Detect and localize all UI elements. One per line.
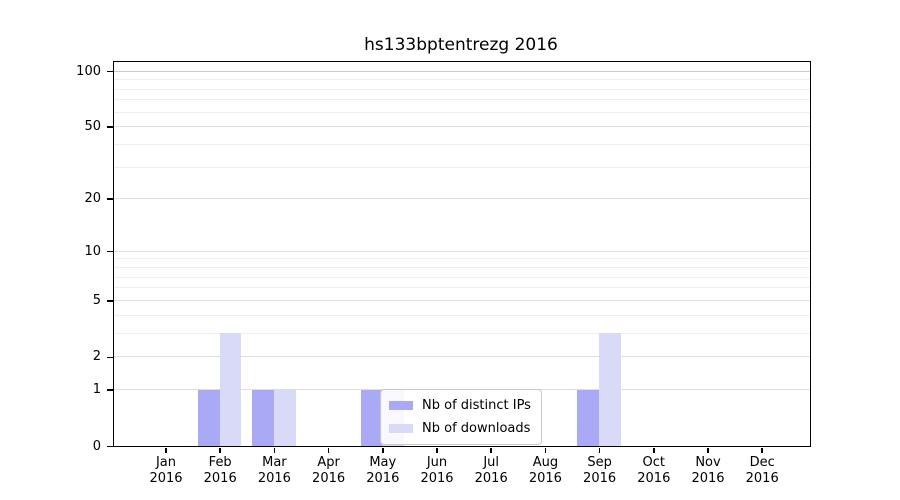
bar-distinct-ips-may [360, 389, 383, 446]
gridline-y-8 [114, 267, 810, 269]
gridline-y-7 [114, 276, 810, 278]
x-tick-label-feb: Feb 2016 [203, 455, 237, 486]
gridline-y-70 [114, 99, 810, 101]
legend-item-distinct-ips: Nb of distinct IPs [389, 396, 531, 415]
bar-downloads-sep [599, 333, 621, 446]
x-tick-sep [598, 448, 601, 453]
y-tick-label-2: 2 [92, 349, 101, 365]
gridline-y-90 [114, 79, 810, 81]
x-tick-label-oct: Oct 2016 [637, 455, 671, 486]
x-tick-label-nov: Nov 2016 [691, 455, 725, 486]
bar-downloads-mar [273, 389, 296, 446]
legend-swatch-downloads-icon [389, 424, 413, 433]
gridline-y-3 [114, 332, 810, 334]
plot-area: Nb of distinct IPs Nb of downloads [113, 61, 811, 447]
y-tick-label-1: 1 [92, 382, 101, 398]
gridline-y-100 [114, 70, 810, 72]
gridline-y-20 [114, 198, 810, 200]
x-tick-label-jun: Jun 2016 [420, 455, 454, 486]
x-tick-jun [436, 448, 438, 453]
gridline-y-60 [114, 111, 810, 113]
gridline-y-4 [114, 314, 810, 316]
y-tick-0 [107, 445, 113, 448]
x-tick-label-dec: Dec 2016 [745, 455, 779, 486]
bar-distinct-ips-mar [252, 389, 274, 446]
x-tick-label-jul: Jul 2016 [474, 455, 508, 486]
legend: Nb of distinct IPs Nb of downloads [380, 389, 542, 445]
y-tick-label-10: 10 [84, 243, 101, 259]
y-tick-10 [107, 250, 113, 253]
gridline-y-9 [114, 258, 810, 260]
bar-distinct-ips-sep [577, 389, 600, 446]
x-tick-label-may: May 2016 [366, 455, 400, 486]
x-tick-label-jan: Jan 2016 [149, 455, 183, 486]
y-tick-100 [107, 70, 113, 73]
x-tick-feb [219, 448, 221, 453]
legend-item-downloads: Nb of downloads [389, 419, 531, 438]
x-tick-label-mar: Mar 2016 [257, 455, 291, 486]
x-tick-nov [707, 448, 709, 453]
chart-title: hs133bptentrezg 2016 [364, 35, 558, 55]
legend-label-distinct-ips: Nb of distinct IPs [422, 398, 531, 413]
x-tick-apr [327, 448, 330, 453]
y-tick-label-0: 0 [92, 438, 101, 454]
y-tick-20 [107, 198, 113, 200]
y-tick-1 [107, 389, 113, 391]
x-tick-dec [761, 448, 763, 453]
x-tick-label-apr: Apr 2016 [312, 455, 346, 486]
x-tick-may [382, 448, 384, 453]
gridline-y-10 [114, 250, 810, 252]
y-tick-5 [107, 300, 113, 302]
gridline-y-30 [114, 166, 810, 168]
legend-label-downloads: Nb of downloads [422, 421, 531, 436]
gridline-y-2 [114, 356, 810, 358]
y-tick-label-20: 20 [84, 191, 101, 207]
y-tick-label-100: 100 [76, 63, 101, 79]
x-tick-oct [653, 448, 655, 453]
x-tick-label-aug: Aug 2016 [528, 455, 562, 486]
y-tick-2 [107, 356, 113, 358]
x-tick-label-sep: Sep 2016 [583, 455, 617, 486]
x-tick-mar [273, 448, 276, 453]
legend-swatch-distinct-ips-icon [389, 401, 413, 410]
gridline-y-50 [114, 126, 810, 128]
gridline-y-6 [114, 287, 810, 289]
y-tick-label-5: 5 [92, 292, 101, 308]
x-tick-jul [490, 448, 492, 453]
x-tick-aug [544, 448, 547, 453]
bar-downloads-feb [219, 333, 242, 446]
gridline-y-40 [114, 143, 810, 145]
y-tick-label-50: 50 [84, 119, 101, 135]
x-tick-jan [165, 448, 167, 453]
gridline-y-80 [114, 88, 810, 90]
gridline-y-5 [114, 299, 810, 301]
bar-distinct-ips-feb [198, 389, 220, 446]
y-tick-50 [107, 126, 113, 128]
